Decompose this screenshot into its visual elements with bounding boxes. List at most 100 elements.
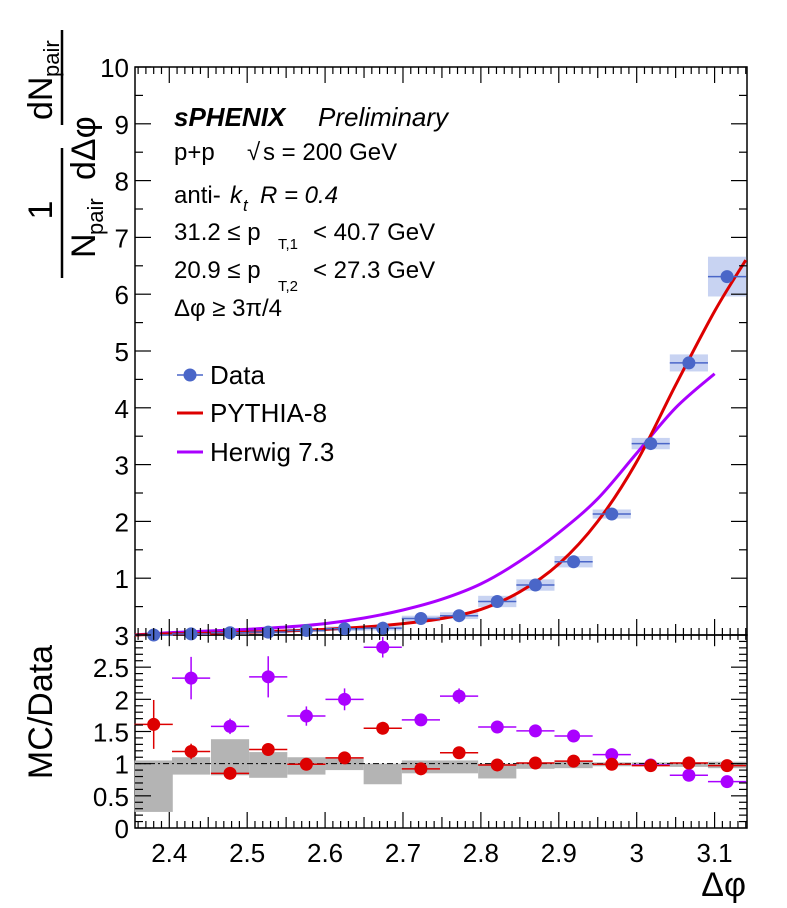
data-point-14 (682, 356, 696, 370)
herwig-ratio-point-11 (567, 729, 581, 743)
pt2-cut-low: 20.9 ≤ p (174, 257, 261, 284)
jet-algo-sub: t (243, 196, 249, 215)
experiment-label: sPHENIX (174, 102, 287, 132)
xtick-label: 2.6 (307, 838, 343, 868)
pt1-cut-low: 31.2 ≤ p (174, 219, 261, 246)
ratio-ytick-label: 0.5 (93, 782, 129, 812)
ylabel-one: 1 (22, 201, 60, 220)
pt2-cut-high: < 27.3 GeV (313, 257, 435, 284)
pythia-ratio-point-7 (414, 762, 428, 776)
main-y-axis-title: 1 N pair dΔφ dN pair (22, 30, 108, 278)
data-point-13 (644, 437, 658, 451)
legend-data-marker-icon (183, 368, 197, 382)
herwig-ratio-point-12 (605, 748, 619, 762)
pythia-ratio-point-8 (452, 746, 466, 760)
legend-entry-herwig: Herwig 7.3 (177, 437, 334, 467)
ratio-y-axis-title: MC/Data (22, 645, 60, 779)
data-point-2 (223, 626, 237, 640)
data-point-3 (261, 625, 275, 639)
legend-herwig-label: Herwig 7.3 (210, 437, 334, 467)
ratio-band-box-1 (172, 757, 211, 775)
data-point-8 (452, 609, 466, 623)
legend-entry-data: Data (177, 360, 265, 390)
ratio-band-box-3 (249, 752, 288, 778)
main-ytick-label: 6 (115, 280, 129, 310)
pythia-ratio-point-11 (567, 754, 581, 768)
main-ytick-label: 8 (115, 167, 129, 197)
main-ytick-label: 4 (115, 394, 129, 424)
ratio-ytick-label: 3 (115, 621, 129, 651)
ratio-band-box-6 (363, 763, 402, 785)
pythia-ratio-point-5 (338, 751, 352, 765)
pythia-ratio-point-0 (147, 717, 161, 731)
ratio-ytick-label: 0 (115, 814, 129, 844)
data-point-12 (605, 507, 619, 521)
data-point-9 (490, 594, 504, 608)
legend-data-label: Data (210, 360, 265, 390)
herwig-ratio-point-1 (184, 671, 198, 685)
pythia-ratio-point-13 (644, 759, 658, 773)
pythia-ratio-point-14 (682, 756, 696, 770)
herwig-ratio-point-2 (223, 719, 237, 733)
pt1-cut-high: < 40.7 GeV (313, 219, 435, 246)
legend: Data PYTHIA-8 Herwig 7.3 (177, 360, 334, 467)
herwig-ratio-point-15 (720, 775, 734, 789)
energy-label-root: √ (247, 139, 261, 166)
pythia-ratio-point-6 (376, 721, 390, 735)
ratio-ytick-label: 2 (115, 685, 129, 715)
system-label: p+p (174, 139, 215, 166)
status-label: Preliminary (318, 102, 450, 132)
main-ytick-label: 2 (115, 507, 129, 537)
axis-ticks (135, 66, 747, 829)
data-point-10 (528, 578, 542, 592)
pythia-ratio-point-3 (261, 743, 275, 757)
herwig-ratio-point-3 (261, 670, 275, 684)
xtick-label: 2.8 (463, 838, 499, 868)
ylabel-dn: dN (22, 77, 60, 120)
data-point-11 (567, 555, 581, 569)
herwig-ratio-point-9 (490, 720, 504, 734)
herwig-ratio-point-5 (338, 692, 352, 706)
data-point-7 (414, 612, 428, 626)
herwig-ratio-point-14 (682, 768, 696, 782)
annotation-block: sPHENIX Preliminary p+p √ s = 200 GeV an… (174, 102, 450, 322)
pt2-cut-sub: T,2 (278, 278, 298, 295)
ratio-points (134, 636, 747, 789)
main-ytick-label: 1 (115, 564, 129, 594)
dphi-cut-label: Δφ ≥ 3π/4 (174, 295, 282, 322)
xtick-label: 2.7 (385, 838, 421, 868)
pythia-ratio-point-10 (528, 756, 542, 770)
jet-algo-k: k (230, 182, 244, 209)
herwig-ratio-point-4 (299, 709, 313, 723)
main-plot-frame (134, 66, 748, 636)
ratio-ytick-label: 2.5 (93, 653, 129, 683)
herwig-ratio-point-6 (376, 640, 390, 654)
ylabel-dn-sub: pair (39, 40, 64, 77)
main-ytick-label: 5 (115, 337, 129, 367)
ratio-ytick-label: 1 (115, 750, 129, 780)
main-ytick-label: 9 (115, 110, 129, 140)
xtick-label: 3 (629, 838, 643, 868)
data-points (134, 270, 747, 642)
ylabel-npair-sub: pair (83, 198, 108, 235)
xtick-label: 3.1 (697, 838, 733, 868)
pt1-cut-sub: T,1 (278, 236, 298, 253)
pythia-ratio-point-12 (605, 757, 619, 771)
main-ytick-label: 3 (115, 451, 129, 481)
herwig-ratio-point-7 (414, 713, 428, 727)
energy-label: s = 200 GeV (263, 139, 397, 166)
pythia-ratio-point-15 (720, 759, 734, 773)
pythia-ratio-point-9 (490, 758, 504, 772)
jet-algo-prefix: anti- (174, 182, 221, 209)
ratio-band-box-8 (439, 760, 479, 774)
herwig-ratio-point-8 (452, 689, 466, 703)
main-ytick-label: 7 (115, 223, 129, 253)
legend-entry-pythia: PYTHIA-8 (177, 398, 327, 428)
ylabel-npair: N (65, 233, 103, 258)
legend-pythia-label: PYTHIA-8 (210, 398, 327, 428)
xtick-label: 2.5 (229, 838, 265, 868)
ratio-ytick-label: 1.5 (93, 718, 129, 748)
xtick-label: 2.9 (541, 838, 577, 868)
